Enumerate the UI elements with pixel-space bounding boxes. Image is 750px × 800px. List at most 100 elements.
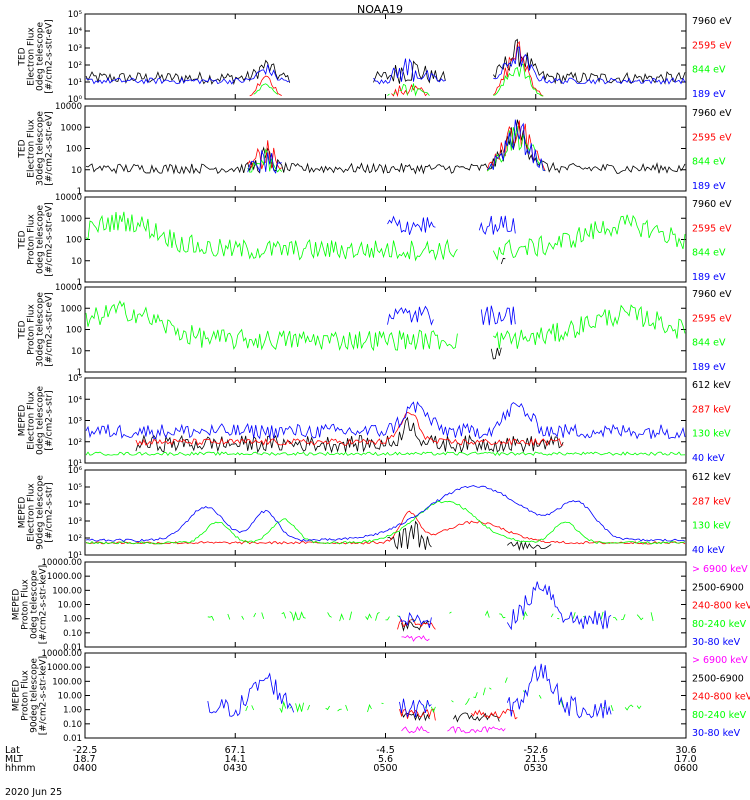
legend-130-kev: 130 keV — [692, 429, 731, 440]
trace-240-800-kev — [398, 619, 636, 629]
panel-frame — [84, 652, 687, 739]
legend-2595-ev: 2595 eV — [692, 313, 732, 324]
trace-130-kev — [85, 451, 686, 456]
y-tick-label: 1000 — [60, 123, 82, 133]
legend-7960-ev: 7960 eV — [692, 199, 732, 210]
legend-30-80-kev: 30-80 keV — [692, 728, 741, 739]
y-axis-label-line: TED — [18, 139, 28, 158]
y-axis-label-line: [#/cm2-s-str-eV] — [45, 19, 55, 94]
y-tick-label: 100.00 — [52, 586, 82, 596]
x-tick-time: 0600 — [674, 763, 698, 774]
trace-2500-6900 — [401, 620, 430, 632]
y-tick-label: 10⁴ — [68, 500, 83, 510]
y-tick-label: 1 — [77, 278, 82, 288]
y-axis-label-line: Proton Flux — [21, 579, 31, 630]
legend-240-800-kev: 240-800 keV — [692, 692, 750, 703]
legend-844-ev: 844 eV — [692, 338, 726, 349]
y-axis-label-line: [#/cm2-s-str-keV] — [39, 656, 49, 735]
trace-30-80-kev — [208, 664, 673, 718]
y-tick-label: 10.00 — [58, 692, 82, 702]
x-tick-lat: 67.1 — [225, 745, 246, 756]
y-tick-label: 1 — [77, 368, 82, 378]
x-tick-mlt: 17.0 — [675, 754, 696, 765]
y-axis-label-line: 90deg telescope — [36, 475, 46, 550]
legend-40-kev: 40 keV — [692, 545, 725, 556]
y-tick-label: 10 — [71, 347, 82, 357]
y-axis-label-line: [#/cm2-s-str-eV] — [45, 292, 55, 367]
y-axis-label-line: MEPED — [12, 589, 22, 621]
y-axis-label: MEPEDProton Flux90deg telescope[#/cm2-s-… — [12, 656, 49, 735]
y-tick-label: 10² — [68, 534, 82, 544]
x-row-label-mlt: MLT — [5, 754, 23, 765]
x-tick-lat: 30.6 — [675, 745, 696, 756]
trace-40-kev — [85, 401, 686, 440]
trace-2500-6900 — [401, 711, 500, 723]
x-row-label-lat: Lat — [5, 745, 20, 756]
y-tick-label: 10000 — [55, 283, 82, 293]
trace-80-240-kev — [246, 678, 653, 713]
trace-7960-ev — [85, 38, 686, 86]
legend-844-ev: 844 eV — [692, 157, 726, 168]
panel-frame — [84, 13, 687, 100]
y-axis-label-line: TED — [18, 230, 28, 249]
y-tick-label: 100 — [66, 145, 82, 155]
y-tick-label: 10³ — [68, 44, 82, 54]
y-tick-label: 0.01 — [63, 643, 82, 653]
x-tick-lat: -52.6 — [523, 745, 548, 756]
trace-7960-ev — [85, 119, 686, 175]
legend-30-80-kev: 30-80 keV — [692, 637, 741, 648]
panel-frame — [84, 286, 687, 373]
y-tick-label: 10.00 — [58, 601, 82, 611]
y-axis-label-line: MEPED — [18, 405, 28, 437]
y-axis-label-line: 0deg telescope — [36, 205, 46, 275]
y-axis-label-line: MEPED — [18, 497, 28, 529]
legend-612-kev: 612 keV — [692, 472, 731, 483]
y-tick-label: 10000.00 — [41, 649, 82, 659]
legend-130-kev: 130 keV — [692, 521, 731, 532]
x-tick-time: 0530 — [524, 763, 548, 774]
trace-844-ev — [85, 211, 686, 262]
trace-189-ev — [247, 119, 546, 174]
legend-189-ev: 189 eV — [692, 89, 726, 100]
x-row-label-hhmm: hhmm — [5, 763, 36, 774]
y-tick-label: 10⁵ — [68, 10, 82, 20]
trace-287-kev — [85, 510, 686, 545]
y-axis-label-line: [#/cm2-s-str-eV] — [45, 202, 55, 277]
y-axis-label: MEPEDElectron Flux90deg telescope[#/cm2-… — [18, 475, 55, 550]
y-axis-label-line: 0deg telescope — [36, 22, 46, 92]
y-tick-label: 0.10 — [63, 720, 82, 730]
y-tick-label: 1000 — [60, 304, 82, 314]
legend-844-ev: 844 eV — [692, 65, 726, 76]
legend-189-ev: 189 eV — [692, 362, 726, 373]
legend-2500-6900: 2500-6900 — [692, 673, 744, 684]
y-axis-label: TEDElectron Flux30deg telescope[#/cm2-s-… — [18, 111, 55, 186]
legend-7960-ev: 7960 eV — [692, 16, 732, 27]
x-tick-lat: -22.5 — [73, 745, 98, 756]
legend-844-ev: 844 eV — [692, 248, 726, 259]
y-tick-label: 100.00 — [52, 677, 82, 687]
y-tick-label: 1000.00 — [47, 663, 82, 673]
trace-130-kev — [85, 500, 686, 545]
figure-title: NOAA19 — [357, 3, 403, 16]
y-axis-label-line: 30deg telescope — [36, 111, 46, 186]
y-tick-label: 10¹ — [68, 78, 82, 88]
trace-7960-ev — [500, 257, 506, 265]
legend-189-ev: 189 eV — [692, 181, 726, 192]
trace-240-800-kev — [400, 709, 654, 720]
legend-40-kev: 40 keV — [692, 453, 725, 464]
y-axis-label-line: 0deg telescope — [36, 386, 46, 456]
y-tick-label: 0.10 — [63, 629, 82, 639]
y-axis-label-line: 0deg telescope — [30, 570, 40, 640]
trace-2595-ev — [249, 40, 544, 98]
trace-844-ev — [253, 63, 544, 97]
y-axis-label-line: TED — [18, 320, 28, 339]
y-tick-label: 1.00 — [63, 615, 82, 625]
legend-287-kev: 287 keV — [692, 404, 731, 415]
y-tick-label: 10⁴ — [68, 27, 83, 37]
y-tick-label: 10000 — [55, 193, 82, 203]
y-axis-label-line: [#/cm2-s-str] — [45, 482, 55, 542]
